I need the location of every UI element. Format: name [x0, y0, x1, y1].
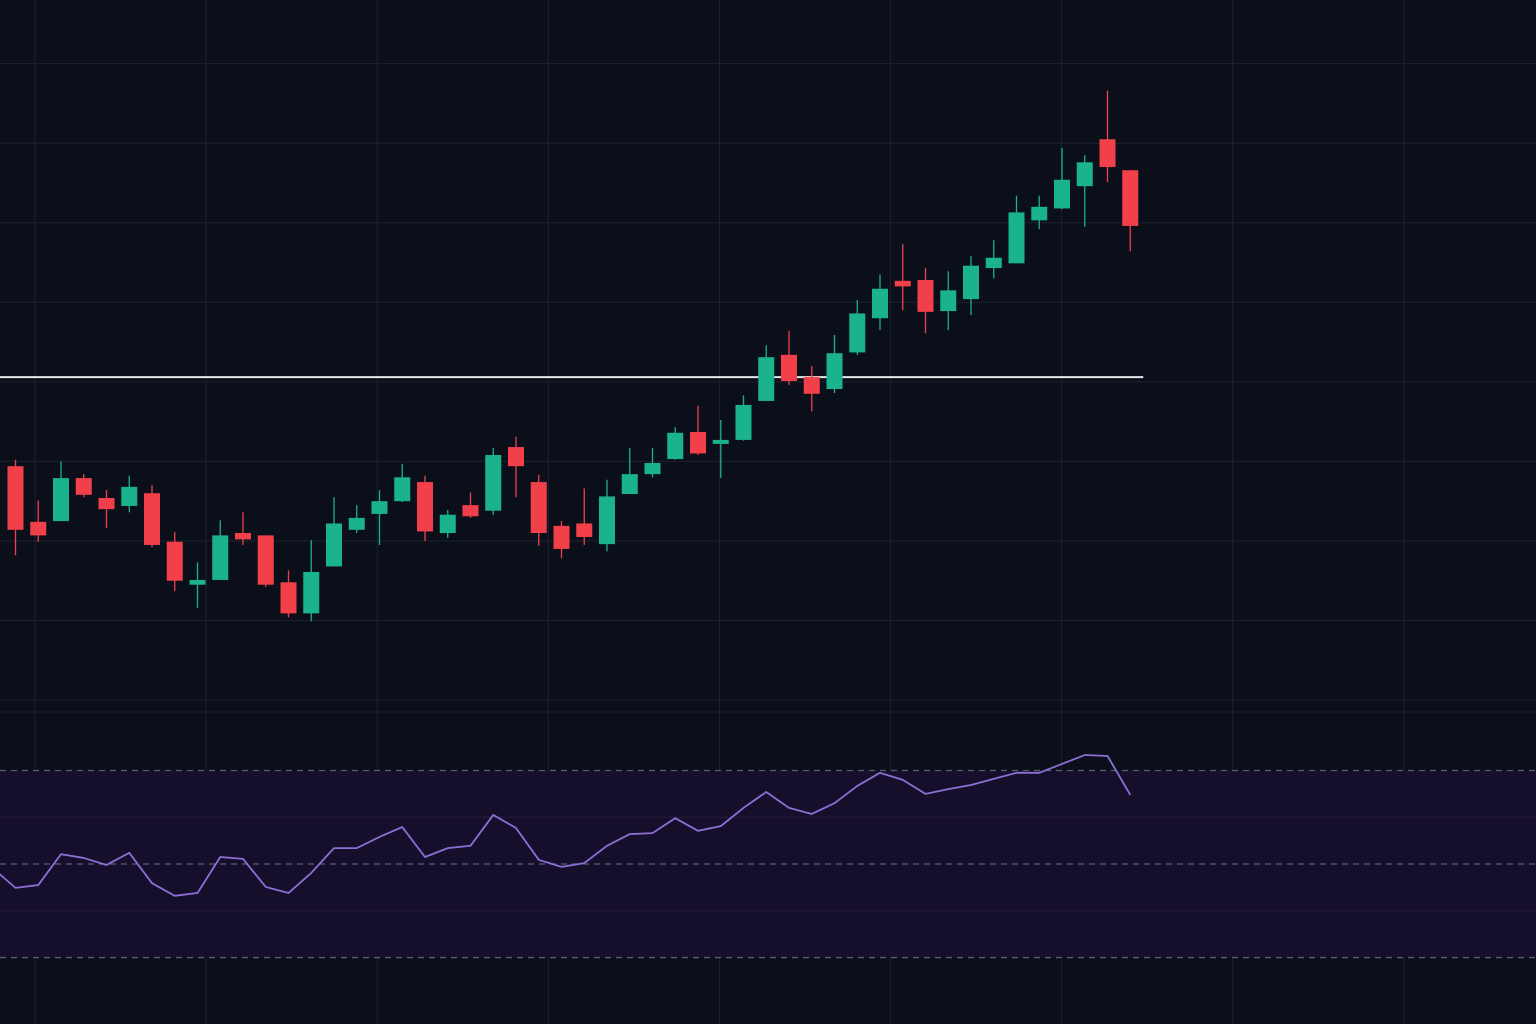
candle-body — [1099, 139, 1116, 168]
candle-body — [326, 523, 342, 567]
candle-body — [599, 496, 615, 545]
candle-body — [940, 290, 957, 312]
candle-body — [985, 257, 1002, 269]
candle-body — [235, 533, 251, 540]
candle-body — [75, 478, 92, 495]
candle-body — [735, 404, 752, 440]
candle-body — [963, 265, 979, 300]
candle-body — [1076, 162, 1093, 187]
candle-body — [166, 541, 183, 581]
candle-body — [1031, 206, 1048, 221]
candle-body — [212, 535, 229, 580]
candle-body — [803, 377, 820, 394]
candle-body — [917, 280, 934, 312]
candle-body — [712, 439, 729, 444]
candle-body — [781, 354, 797, 382]
candle-body — [257, 535, 274, 585]
candle-body — [121, 486, 138, 506]
candle-body — [439, 514, 456, 534]
candle-body — [644, 462, 661, 475]
candle-body — [189, 579, 206, 585]
candle-body — [690, 431, 706, 454]
candle-body — [758, 357, 775, 401]
candle-body — [508, 447, 524, 467]
candle-body — [53, 478, 69, 522]
candle-body — [144, 493, 160, 545]
candle-body — [553, 525, 570, 549]
candle-body — [530, 482, 547, 534]
candle-body — [576, 523, 593, 537]
candle-body — [826, 353, 843, 390]
candle-body — [30, 521, 47, 536]
candle-body — [394, 477, 411, 502]
candle-body — [7, 466, 24, 530]
candle-body — [303, 571, 320, 614]
candle-body — [1054, 179, 1070, 209]
candle-body — [872, 288, 888, 319]
candle-body — [1122, 170, 1139, 226]
candle-body — [1008, 212, 1025, 264]
candle-body — [462, 505, 479, 517]
candle-body — [348, 517, 365, 530]
candle-body — [621, 474, 638, 495]
candle-body — [417, 482, 433, 532]
candle-body — [371, 501, 388, 514]
candle-body — [894, 280, 911, 287]
candle-body — [485, 455, 502, 511]
candle-body — [98, 498, 115, 510]
candle-body — [667, 432, 684, 460]
band — [0, 770, 1536, 958]
candle-body — [280, 582, 297, 614]
indicator-line — [0, 754, 1132, 897]
candle-body — [849, 313, 866, 353]
